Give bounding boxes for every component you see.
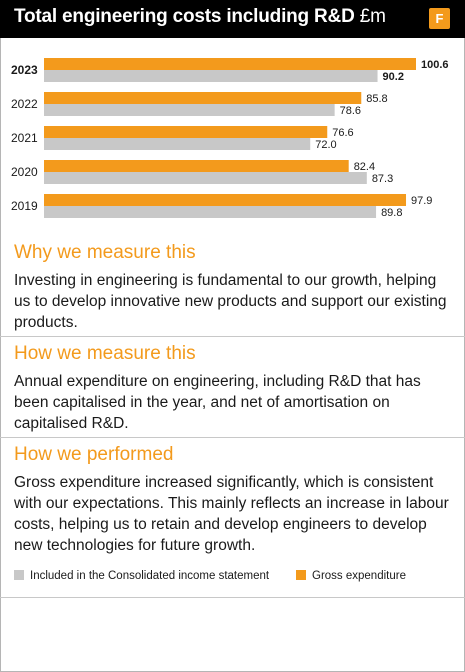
why-body: Investing in engineering is fundamental … [14,272,447,331]
chart-title-text: Total engineering costs including R&D [14,6,355,27]
bar-income-2022 [44,104,335,116]
value-label-income-2019: 89.8 [381,207,402,219]
value-label-gross-2020: 82.4 [354,161,375,173]
bar-income-2020 [44,172,367,184]
bar-income-2019 [44,206,377,218]
chart-title: Total engineering costs including R&D £m [14,6,386,28]
value-label-income-2022: 78.6 [340,105,361,117]
legend-swatch-income [14,570,24,580]
divider [0,597,465,598]
divider [0,336,465,337]
chart-title-unit: £m [359,6,386,27]
year-label-2022: 2022 [11,97,38,111]
year-label-2020: 2020 [11,165,38,179]
bar-income-2021 [44,138,311,150]
legend-label-income: Included in the Consolidated income stat… [30,570,270,582]
value-label-gross-2022: 85.8 [366,93,387,105]
how-performed-heading: How we performed [14,444,174,465]
bar-gross-2022 [44,92,362,104]
bar-chart: 2023 100.6 90.2 2022 85.8 78.6 2021 76.672.0 202… [11,58,449,219]
divider [0,437,465,438]
bar-income-2023 [44,70,378,82]
bar-gross-2020 [44,160,349,172]
how-measure-section: How we measure this Annual expenditure o… [14,343,454,434]
year-label-2021: 2021 [11,131,38,145]
why-heading: Why we measure this [14,242,196,263]
bar-gross-2021 [44,126,328,138]
value-label-gross-2019: 97.9 [411,195,432,207]
value-label-gross-2021: 76.6 [332,127,353,139]
how-performed-section: How we performed Gross expenditure incre… [14,444,454,556]
bar-gross-2023 [44,58,416,70]
value-label-income-2021: 72.0 [315,139,336,151]
legend-label-gross: Gross expenditure [312,570,406,582]
legend-item-gross: Gross expenditure [296,570,406,582]
value-label-income-2023: 90.2 [383,71,404,83]
how-performed-body: Gross expenditure increased significantl… [14,474,449,554]
why-section: Why we measure this Investing in enginee… [14,242,454,333]
value-label-gross-2023: 100.6 [421,59,449,71]
year-label-2019: 2019 [11,199,38,213]
how-measure-body: Annual expenditure on engineering, inclu… [14,373,421,432]
legend-item-income: Included in the Consolidated income stat… [14,570,269,582]
year-label-2023: 2023 [11,63,38,77]
section-badge: F [429,8,450,29]
legend-swatch-gross [296,570,306,580]
value-label-income-2020: 87.3 [372,173,393,185]
how-measure-heading: How we measure this [14,343,196,364]
chart-header: Total engineering costs including R&D £m… [0,0,465,38]
bar-gross-2019 [44,194,407,206]
